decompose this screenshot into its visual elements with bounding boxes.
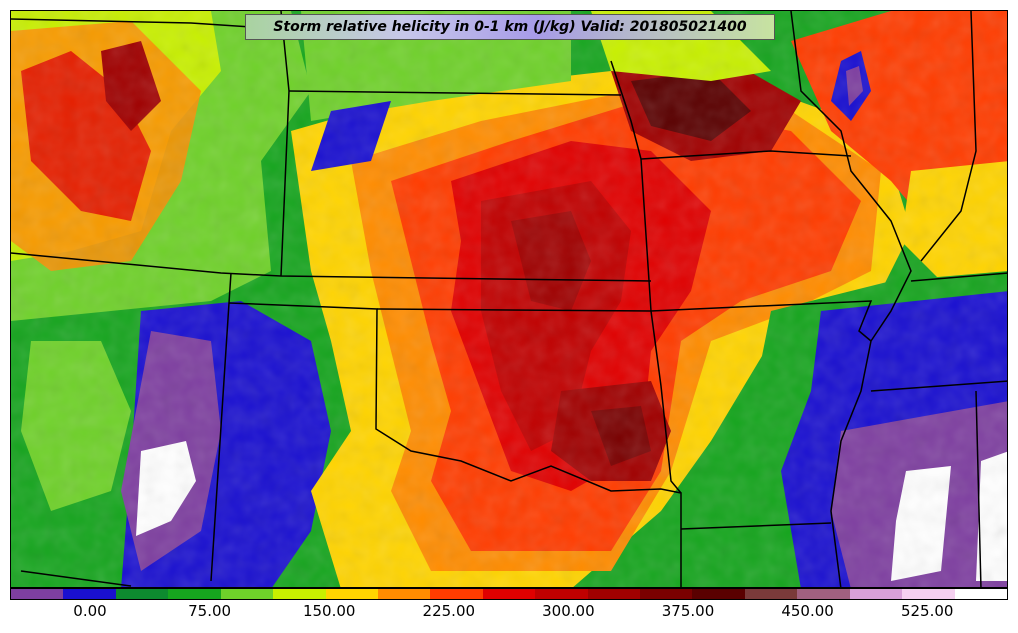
border-kansas-oklahoma — [376, 308, 652, 312]
colorbar-segment — [377, 589, 431, 599]
border-missouri-arkansas — [650, 300, 873, 342]
colorbar-segment — [273, 589, 326, 599]
colorbar-segment — [11, 589, 64, 599]
colorbar — [10, 588, 1008, 600]
border-louisiana-arkansas — [680, 522, 832, 530]
colorbar-segment — [535, 589, 588, 599]
colorbar-segment — [325, 589, 378, 599]
border-southwest-texas — [20, 570, 132, 587]
border-mississippi-river — [790, 11, 912, 587]
colorbar-segment — [640, 589, 693, 599]
colorbar-tick-label: 525.00 — [900, 602, 954, 620]
colorbar-tick-label: 450.00 — [781, 602, 834, 620]
colorbar-tick-label: 375.00 — [661, 602, 715, 620]
field-texture — [11, 11, 1007, 587]
border-nebraska-sd — [288, 90, 622, 96]
border-tennessee-mississippi — [870, 380, 1007, 392]
colorbar-tick-label: 150.00 — [302, 602, 356, 620]
map-panel — [10, 10, 1008, 588]
border-kentucky-tennessee — [910, 272, 1007, 282]
colorbar-tick-label: 0.00 — [73, 602, 107, 620]
colorbar-segment — [587, 589, 641, 599]
colorbar-segment — [115, 589, 169, 599]
colorbar-tick-label: 225.00 — [422, 602, 476, 620]
colorbar-tick-label: 75.00 — [188, 602, 232, 620]
colorbar-segment — [482, 589, 536, 599]
colorbar-segment — [168, 589, 221, 599]
colorbar-segment — [902, 589, 955, 599]
border-indiana-illinois — [920, 11, 977, 262]
map-title: Storm relative helicity in 0-1 km (J/kg)… — [245, 14, 775, 40]
colorbar-segment — [797, 589, 850, 599]
border-iowa-nebraska — [610, 60, 642, 160]
border-alabama-mississippi — [975, 390, 982, 587]
colorbar-segment — [63, 589, 116, 599]
helicity-map — [11, 11, 1007, 587]
colorbar-segment — [849, 589, 903, 599]
colorbar-tick-label: 300.00 — [542, 602, 595, 620]
border-colorado-north-line — [11, 252, 652, 282]
colorbar-ticks: 0.00 75.00 150.00 225.00 300.00 375.00 450.00 5… — [10, 600, 1008, 630]
border-missouri-west — [640, 158, 682, 494]
border-oklahoma-texas — [228, 302, 682, 587]
colorbar-segment — [430, 589, 483, 599]
colorbar-segment — [954, 589, 1007, 599]
colorbar-segment — [692, 589, 745, 599]
border-iowa-missouri — [640, 150, 852, 160]
colorbar-segment — [220, 589, 274, 599]
colorbar-segment — [744, 589, 798, 599]
